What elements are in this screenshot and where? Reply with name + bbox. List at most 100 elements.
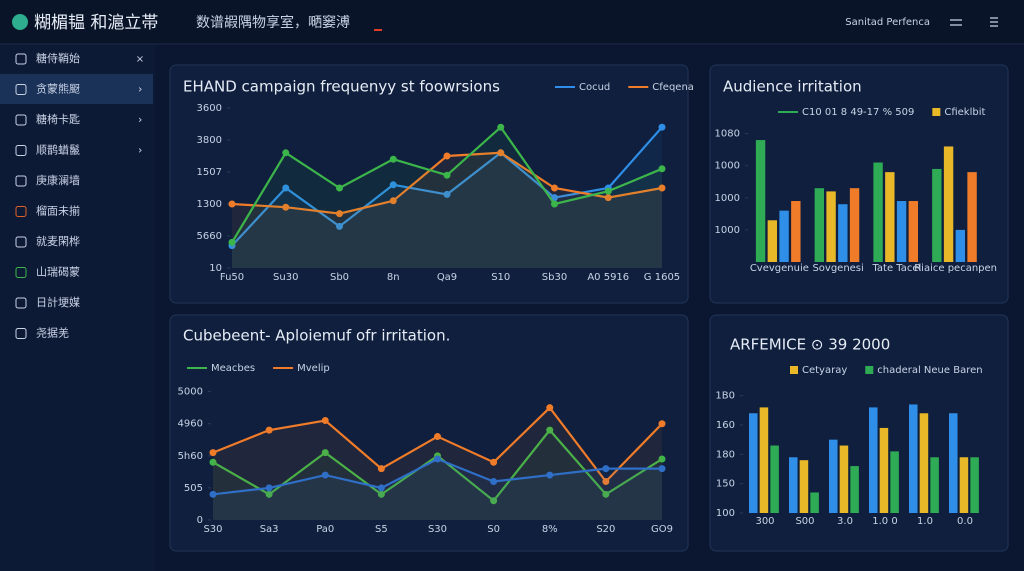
nav-icon xyxy=(15,53,27,65)
nav-icon xyxy=(15,297,27,309)
bar xyxy=(873,162,883,262)
point xyxy=(497,149,505,157)
nav-chevron: › xyxy=(138,113,142,126)
y-tick-label: 3800 xyxy=(197,135,222,146)
bar xyxy=(930,457,939,513)
y-tick-label: 150 xyxy=(716,479,735,490)
x-tick-label: Sovgenesi xyxy=(812,263,863,274)
point xyxy=(443,152,451,160)
nav-item[interactable]: 日計埂媒 xyxy=(36,295,80,309)
x-tick-label: Riaice pecanpen xyxy=(914,263,997,274)
x-tick-label: GO9 xyxy=(651,524,673,535)
legend-label: Meacbes xyxy=(211,363,255,374)
nav-icon xyxy=(15,145,27,156)
point xyxy=(265,426,273,434)
point xyxy=(336,184,343,192)
nav-icon xyxy=(15,206,27,217)
panel xyxy=(169,64,689,304)
nav-chevron: › xyxy=(138,144,142,157)
nav-item[interactable]: 就麦閑桦 xyxy=(36,234,80,248)
nav-item[interactable]: 糖椅卡匙 xyxy=(36,112,80,126)
x-tick-label: 8n xyxy=(387,272,400,283)
point xyxy=(336,222,343,230)
logo xyxy=(12,14,28,30)
point xyxy=(602,477,610,485)
nav-item[interactable]: 糖侍鞘始 xyxy=(36,51,80,65)
area xyxy=(213,459,662,520)
x-tick-label: 0.0 xyxy=(957,516,973,527)
legend-label: Cetyaray xyxy=(802,365,847,376)
bar xyxy=(755,140,766,262)
point xyxy=(490,458,498,466)
panel xyxy=(169,314,689,552)
nav-item[interactable]: 山瑞碣蒙 xyxy=(36,265,80,279)
y-tick-label: 10 xyxy=(209,263,222,274)
point xyxy=(282,149,290,157)
nav-item[interactable]: 尧据羌 xyxy=(36,326,69,340)
x-tick-label: 8% xyxy=(542,524,558,535)
point xyxy=(321,449,329,457)
y-tick-label: 5660 xyxy=(197,231,222,242)
point xyxy=(658,455,666,463)
nav-chevron: › xyxy=(138,83,142,96)
x-tick-label: S5 xyxy=(375,524,388,535)
y-tick-label: 505 xyxy=(184,483,203,494)
x-tick-label: Pa0 xyxy=(316,524,334,535)
point xyxy=(265,484,273,492)
menu-icons[interactable] xyxy=(950,17,998,27)
bar xyxy=(770,445,779,513)
sidebar-close[interactable]: × xyxy=(136,54,144,65)
point xyxy=(443,190,451,198)
nav-item[interactable]: 顺鹊蝤鬣 xyxy=(36,143,80,157)
y-tick-label: 1080 xyxy=(715,129,740,140)
point xyxy=(497,123,505,131)
nav-icon xyxy=(15,84,27,95)
bar xyxy=(814,188,825,262)
bar xyxy=(949,413,958,513)
chart-title: Cubebeent- Aploiemuf ofr irritation. xyxy=(183,327,450,345)
point xyxy=(209,449,217,457)
bar xyxy=(959,457,969,513)
bar xyxy=(943,146,954,262)
bar xyxy=(885,172,895,262)
point xyxy=(551,200,558,208)
accent xyxy=(374,29,382,31)
y-tick-label: 100 xyxy=(716,508,735,519)
x-tick-label: S20 xyxy=(596,524,615,535)
x-tick-label: Fu50 xyxy=(220,272,244,283)
x-tick-label: A0 5916 xyxy=(587,272,629,283)
y-tick-label: 1000 xyxy=(715,225,740,236)
x-tick-label: Su30 xyxy=(273,272,298,283)
point xyxy=(443,171,451,179)
point xyxy=(602,465,610,473)
legend-swatch xyxy=(865,366,874,374)
x-tick-label: Cvevgenuie xyxy=(750,263,809,274)
bar xyxy=(850,466,859,513)
bar xyxy=(879,427,889,513)
chart-title: EHAND campaign frequenyy st foowrsions xyxy=(183,78,500,96)
nav-item[interactable]: 庚康澜墙 xyxy=(36,173,80,187)
point xyxy=(282,184,290,192)
user-name[interactable]: Sanitad Perfenca xyxy=(845,17,930,28)
legend-label: Cocud xyxy=(579,82,610,93)
nav-icon xyxy=(15,236,27,248)
nav-item[interactable]: 榴面未揃 xyxy=(36,204,80,218)
x-tick-label: S0 xyxy=(487,524,500,535)
x-tick-label: 3.0 xyxy=(837,516,853,527)
nav-item[interactable]: 贪蒙熊颬 xyxy=(36,82,80,96)
point xyxy=(282,203,290,211)
sidebar xyxy=(0,45,155,571)
point xyxy=(658,165,666,173)
bar xyxy=(799,460,809,513)
point xyxy=(490,497,498,505)
y-tick-label: 1000 xyxy=(715,193,740,204)
bar xyxy=(932,168,942,262)
bar xyxy=(789,457,798,513)
y-tick-label: 3600 xyxy=(197,103,222,114)
x-tick-label: Qa9 xyxy=(437,272,457,283)
legend-label: C10 01 8 49-17 % 509 xyxy=(802,107,914,118)
y-tick-label: 1507 xyxy=(197,167,222,178)
nav-icon xyxy=(15,114,27,126)
bar xyxy=(767,220,778,262)
